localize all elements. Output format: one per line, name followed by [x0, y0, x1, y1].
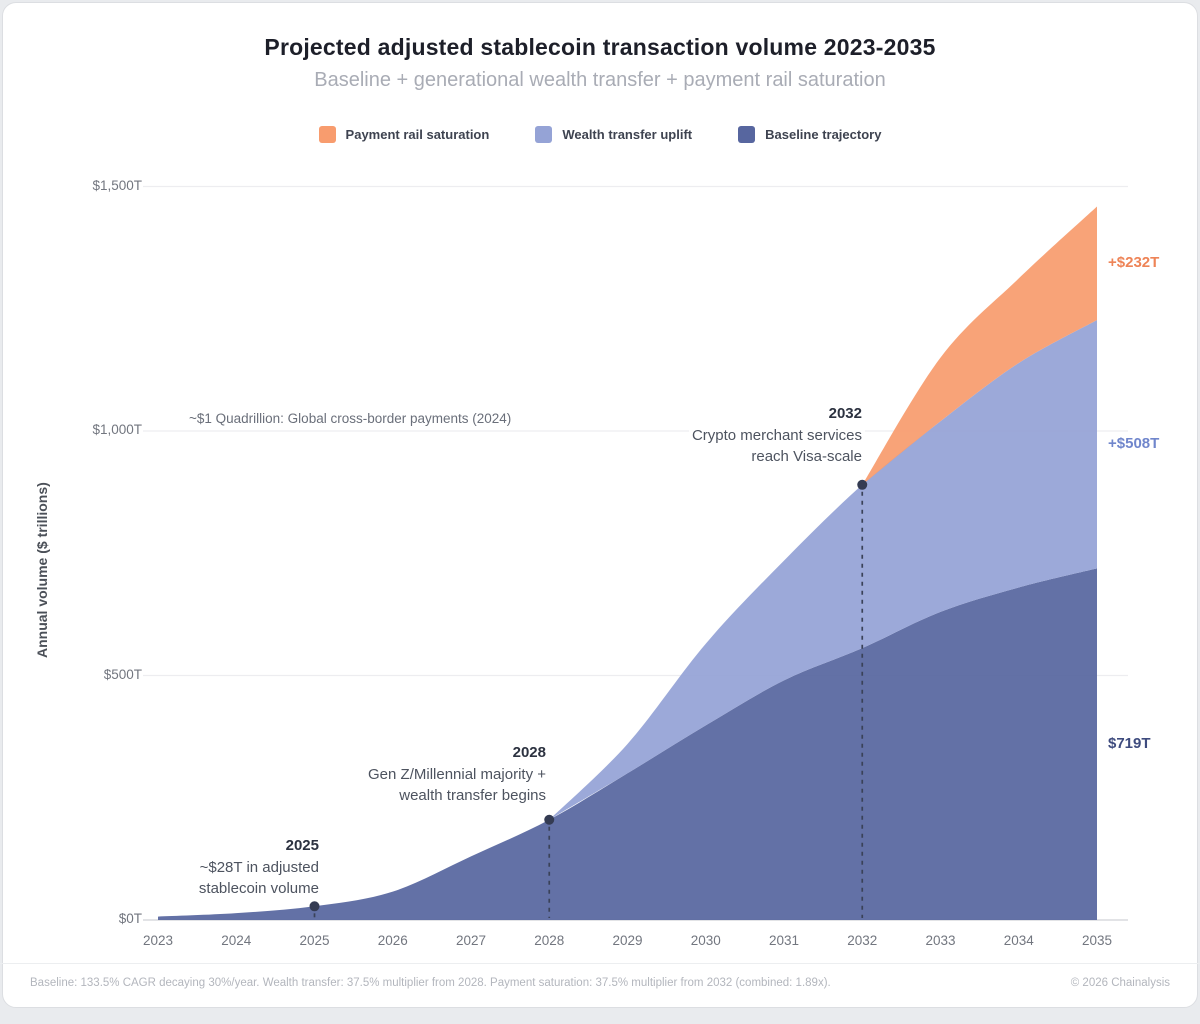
x-tick-2023: 2023 — [142, 933, 174, 948]
x-tick-2035: 2035 — [1081, 933, 1113, 948]
page-subtitle: Baseline + generational wealth transfer … — [314, 69, 886, 91]
value-label-wealth-transfer-uplift: +$508T — [1108, 435, 1160, 453]
marker-dot-2032 — [857, 479, 868, 490]
page-title: Projected adjusted stablecoin transactio… — [264, 34, 936, 60]
legend-swatch-periwinkle-icon — [535, 126, 553, 143]
annotation-line: Crypto merchant services — [691, 427, 862, 444]
legend-label: Baseline trajectory — [765, 127, 882, 142]
value-label-payment-rail-saturation: +$232T — [1108, 254, 1160, 272]
annotation-2032: 2032 Crypto merchant services reach Visa… — [688, 402, 865, 468]
legend: Payment rail saturation Wealth transfer … — [0, 126, 1200, 143]
marker-dot-2028 — [544, 814, 555, 825]
x-tick-2025: 2025 — [299, 933, 330, 948]
annotation-year: 2032 — [828, 405, 862, 422]
x-tick-2026: 2026 — [377, 933, 408, 948]
marker-dot-2025 — [309, 901, 320, 912]
area-payment-rail-saturation — [862, 206, 1097, 485]
x-tick-2031: 2031 — [768, 933, 800, 948]
annotation-line: Gen Z/Millennial majority + — [368, 766, 546, 783]
x-tick-2024: 2024 — [221, 933, 252, 948]
y-axis-title: Annual volume ($ trillions) — [34, 482, 50, 658]
value-label-baseline-trajectory: $719T — [1108, 735, 1151, 753]
x-tick-2032: 2032 — [847, 933, 878, 948]
legend-item-payment-rail-saturation: Payment rail saturation — [318, 126, 490, 143]
annotation-year: 2028 — [512, 744, 546, 761]
footer: Baseline: 133.5% CAGR decaying 30%/year.… — [0, 963, 1200, 989]
reference-note-quadrillion: ~$1 Quadrillion: Global cross-border pay… — [185, 411, 516, 426]
legend-item-wealth-transfer-uplift: Wealth transfer uplift — [535, 126, 692, 143]
legend-label: Payment rail saturation — [345, 127, 490, 142]
y-tick-500: $500T — [103, 666, 142, 682]
annotation-line: reach Visa-scale — [751, 448, 862, 465]
y-tick-1500: $1,500T — [92, 177, 142, 193]
annotation-year: 2025 — [285, 837, 319, 854]
annotation-2028: 2028 Gen Z/Millennial majority + wealth … — [365, 741, 549, 807]
legend-label: Wealth transfer uplift — [562, 127, 693, 142]
legend-swatch-navy-icon — [738, 126, 756, 143]
y-tick-1000: $1,000T — [92, 422, 142, 437]
annotation-line: ~$28T in adjusted — [199, 859, 319, 876]
area-wealth-transfer-uplift — [549, 319, 1097, 820]
legend-item-baseline-trajectory: Baseline trajectory — [738, 126, 881, 143]
annotation-line: stablecoin volume — [198, 880, 319, 897]
x-tick-2028: 2028 — [534, 933, 565, 948]
annotation-line: wealth transfer begins — [399, 787, 546, 804]
x-tick-2033: 2033 — [925, 933, 956, 948]
x-tick-2029: 2029 — [612, 933, 643, 948]
annotation-2025: 2025 ~$28T in adjusted stablecoin volume — [195, 834, 322, 900]
legend-swatch-orange-icon — [318, 126, 336, 143]
y-tick-0: $0T — [118, 911, 142, 926]
x-tick-2034: 2034 — [1003, 933, 1034, 948]
x-tick-2027: 2027 — [455, 933, 487, 948]
x-tick-2030: 2030 — [690, 933, 721, 948]
footer-methodology: Baseline: 133.5% CAGR decaying 30%/year.… — [30, 977, 831, 989]
footer-copyright: © 2026 Chainalysis — [1070, 977, 1170, 989]
